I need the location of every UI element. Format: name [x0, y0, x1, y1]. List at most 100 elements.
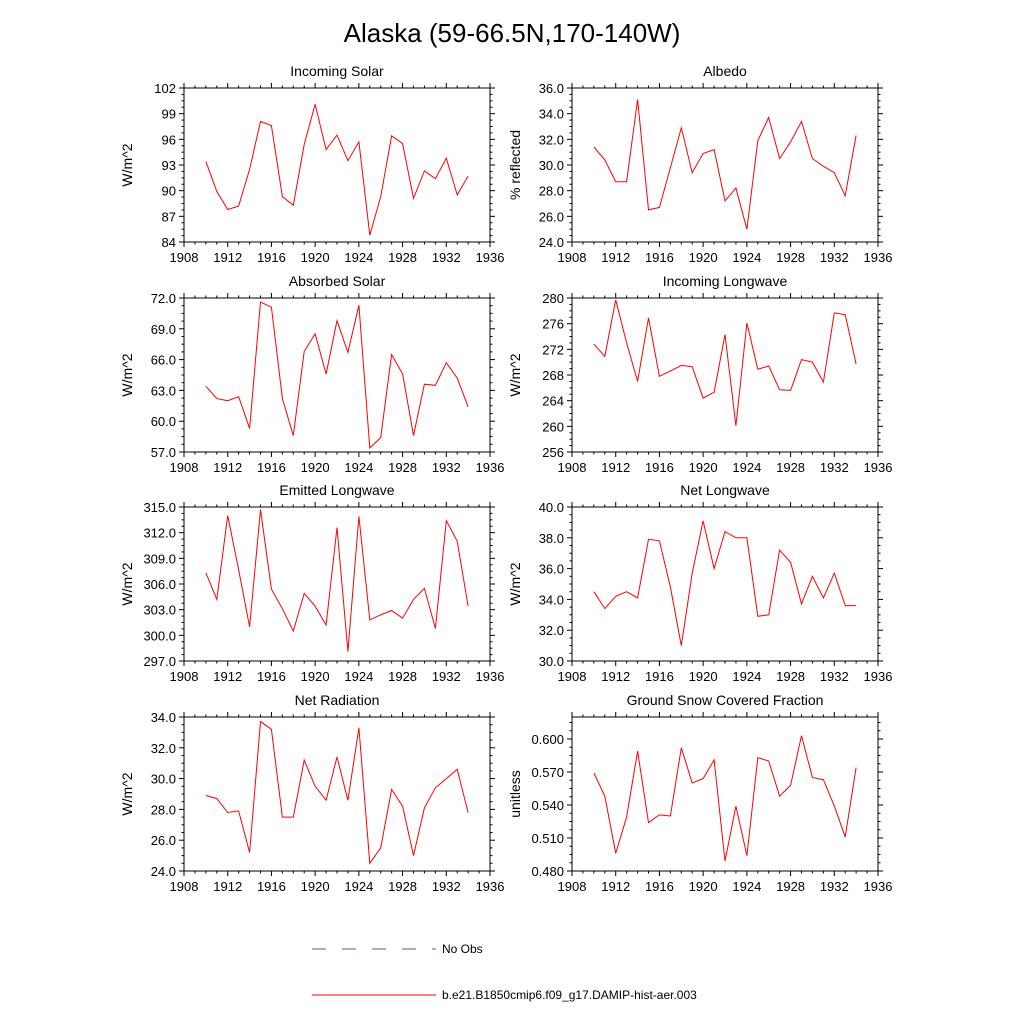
- chart-panel-6: 1908 1912 1916 1920 1924 1928 1932 1936 24.0 26.0…: [119, 692, 504, 894]
- x-tick-label: 1908: [558, 250, 587, 265]
- y-tick-label: 40.0: [539, 500, 564, 515]
- x-tick-label: 1916: [257, 460, 286, 475]
- x-tick-label: 1912: [601, 669, 630, 684]
- x-tick-label: 1908: [558, 669, 587, 684]
- y-tick-label: 32.0: [151, 741, 176, 756]
- y-tick-label: 260: [542, 419, 564, 434]
- x-tick-label: 1920: [689, 879, 718, 894]
- panels: 1908 1912 1916 1920 1924 1928 1932 1936 84 87 90 93…: [119, 63, 892, 894]
- panel-title: Emitted Longwave: [279, 482, 394, 498]
- series-line-0: [205, 720, 469, 865]
- x-tick-label: 1928: [776, 250, 805, 265]
- y-tick-label: 72.0: [151, 291, 176, 306]
- y-axis-label: W/m^2: [507, 353, 523, 396]
- x-tick-label: 1920: [301, 250, 330, 265]
- x-tick-label: 1932: [432, 669, 461, 684]
- y-axis-label: W/m^2: [507, 562, 523, 605]
- legend-label-no-obs: No Obs: [442, 942, 483, 956]
- plot-frame: [183, 87, 491, 243]
- y-axis-label: % reflected: [507, 130, 523, 200]
- x-tick-label: 1936: [864, 879, 893, 894]
- x-tick-label: 1916: [645, 669, 674, 684]
- y-tick-label: 0.510: [531, 831, 564, 846]
- plot-frame: [571, 506, 879, 662]
- panel-title: Incoming Solar: [290, 63, 384, 79]
- series-line-0: [593, 735, 857, 862]
- y-tick-label: 30.0: [151, 772, 176, 787]
- y-tick-label: 0.600: [531, 732, 564, 747]
- x-tick-label: 1924: [344, 250, 373, 265]
- y-tick-label: 93: [162, 158, 176, 173]
- x-tick-label: 1908: [170, 250, 199, 265]
- x-tick-label: 1928: [388, 250, 417, 265]
- y-tick-label: 0.480: [531, 864, 564, 879]
- y-tick-label: 63.0: [151, 383, 176, 398]
- y-tick-label: 26.0: [539, 209, 564, 224]
- x-tick-label: 1920: [301, 460, 330, 475]
- x-tick-label: 1932: [820, 250, 849, 265]
- y-tick-label: 0.570: [531, 765, 564, 780]
- x-tick-label: 1916: [257, 250, 286, 265]
- x-tick-label: 1936: [864, 669, 893, 684]
- y-tick-label: 60.0: [151, 414, 176, 429]
- chart-panel-1: 1908 1912 1916 1920 1924 1928 1932 1936 24.0 26.0…: [507, 63, 892, 265]
- x-tick-label: 1916: [257, 669, 286, 684]
- y-tick-label: 264: [542, 394, 564, 409]
- y-tick-label: 66.0: [151, 353, 176, 368]
- x-tick-label: 1924: [344, 879, 373, 894]
- y-axis-label: unitless: [507, 770, 523, 817]
- panel-title: Absorbed Solar: [289, 273, 386, 289]
- x-tick-label: 1924: [732, 460, 761, 475]
- y-tick-label: 87: [162, 209, 176, 224]
- x-tick-label: 1920: [301, 879, 330, 894]
- y-axis-label: W/m^2: [119, 772, 135, 815]
- y-tick-label: 28.0: [151, 802, 176, 817]
- y-tick-label: 0.540: [531, 798, 564, 813]
- y-tick-label: 34.0: [539, 592, 564, 607]
- x-tick-label: 1936: [864, 460, 893, 475]
- x-tick-label: 1908: [170, 879, 199, 894]
- y-tick-label: 30.0: [539, 158, 564, 173]
- plot-frame: [183, 716, 491, 872]
- x-tick-label: 1908: [558, 460, 587, 475]
- x-tick-label: 1928: [776, 879, 805, 894]
- x-tick-label: 1920: [301, 669, 330, 684]
- y-tick-label: 32.0: [539, 132, 564, 147]
- x-tick-label: 1928: [776, 460, 805, 475]
- plot-frame: [571, 716, 879, 872]
- chart-panel-3: 1908 1912 1916 1920 1924 1928 1932 1936 256 260 26…: [507, 273, 892, 475]
- x-tick-label: 1932: [820, 879, 849, 894]
- x-tick-label: 1916: [645, 250, 674, 265]
- y-tick-label: 30.0: [539, 654, 564, 669]
- y-tick-label: 272: [542, 342, 564, 357]
- y-tick-label: 69.0: [151, 322, 176, 337]
- x-tick-label: 1912: [213, 460, 242, 475]
- plot-frame: [571, 87, 879, 243]
- y-tick-label: 303.0: [143, 603, 176, 618]
- chart-panel-7: 1908 1912 1916 1920 1924 1928 1932 1936 0.480 0.5…: [507, 692, 892, 894]
- series-line-0: [593, 520, 857, 646]
- x-tick-label: 1932: [432, 879, 461, 894]
- y-tick-label: 24.0: [151, 864, 176, 879]
- x-tick-label: 1908: [170, 669, 199, 684]
- x-tick-label: 1924: [344, 669, 373, 684]
- x-tick-label: 1936: [476, 879, 505, 894]
- legend: No Obs b.e21.B1850cmip6.f09_g17.DAMIP-hi…: [312, 942, 697, 1002]
- x-tick-label: 1936: [476, 250, 505, 265]
- y-tick-label: 268: [542, 368, 564, 383]
- x-tick-label: 1916: [645, 460, 674, 475]
- y-tick-label: 34.0: [151, 710, 176, 725]
- x-tick-label: 1912: [601, 879, 630, 894]
- y-tick-label: 297.0: [143, 654, 176, 669]
- x-tick-label: 1916: [257, 879, 286, 894]
- x-tick-label: 1912: [213, 250, 242, 265]
- y-tick-label: 99: [162, 107, 176, 122]
- x-tick-label: 1916: [645, 879, 674, 894]
- y-tick-label: 90: [162, 184, 176, 199]
- y-tick-label: 300.0: [143, 628, 176, 643]
- x-tick-label: 1932: [820, 460, 849, 475]
- y-tick-label: 315.0: [143, 500, 176, 515]
- x-tick-label: 1912: [213, 879, 242, 894]
- y-tick-label: 34.0: [539, 107, 564, 122]
